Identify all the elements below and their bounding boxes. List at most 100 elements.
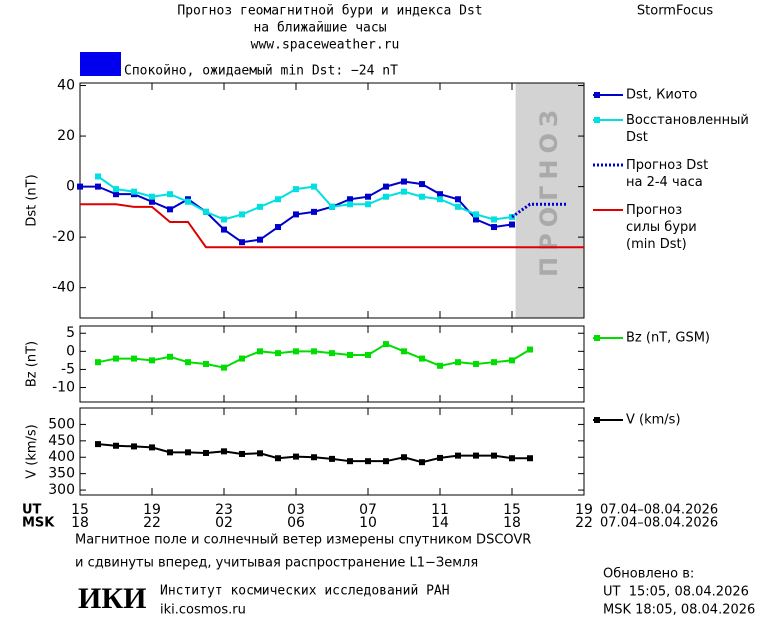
data-point bbox=[401, 178, 407, 185]
data-point bbox=[311, 454, 317, 461]
data-point bbox=[167, 449, 173, 456]
legend-label: Прогноз Dst на 2-4 часа bbox=[626, 158, 708, 190]
data-point bbox=[221, 216, 227, 223]
data-point bbox=[113, 442, 119, 449]
legend-symbol bbox=[594, 417, 600, 423]
x-tick-label: 22 bbox=[143, 515, 161, 531]
date-range: 07.04–08.04.2026 bbox=[600, 503, 718, 518]
subtitle: на ближайшие часы bbox=[253, 21, 386, 36]
data-point bbox=[347, 201, 353, 208]
time-row-label: UT bbox=[22, 503, 42, 518]
note: и сдвинуты вперед, учитывая распростране… bbox=[75, 556, 478, 571]
data-point bbox=[401, 188, 407, 195]
title: Прогноз геомагнитной бури и индекса Dst bbox=[177, 4, 482, 19]
y-tick-label: 20 bbox=[57, 128, 75, 144]
data-point bbox=[167, 353, 173, 360]
data-point bbox=[293, 211, 299, 218]
plot-frame bbox=[79, 407, 585, 496]
legend-symbol bbox=[594, 335, 600, 341]
data-point bbox=[419, 459, 425, 466]
data-point bbox=[203, 208, 209, 215]
data-point bbox=[419, 193, 425, 200]
data-point bbox=[437, 454, 443, 461]
series-line bbox=[511, 202, 566, 219]
data-point bbox=[77, 183, 83, 190]
data-point bbox=[401, 348, 407, 355]
legend-label: Bz (nT, GSM) bbox=[626, 331, 710, 346]
data-point bbox=[365, 458, 371, 465]
data-point bbox=[185, 449, 191, 456]
data-point bbox=[239, 239, 245, 246]
data-point bbox=[437, 191, 443, 198]
data-point bbox=[527, 346, 533, 353]
data-point bbox=[329, 350, 335, 357]
data-point bbox=[113, 191, 119, 198]
data-point bbox=[131, 188, 137, 195]
y-axis-label: Bz (nT) bbox=[25, 341, 40, 387]
data-point bbox=[509, 455, 515, 462]
data-point bbox=[95, 173, 101, 180]
data-point bbox=[293, 186, 299, 193]
x-tick-label: 11 bbox=[431, 502, 449, 518]
legend-label: Dst, Киото bbox=[626, 88, 697, 103]
data-point bbox=[257, 348, 263, 355]
x-tick-label: 19 bbox=[575, 502, 593, 518]
data-point bbox=[149, 198, 155, 205]
data-point bbox=[329, 203, 335, 210]
data-point bbox=[455, 359, 461, 366]
time-row-label: MSK bbox=[22, 516, 55, 531]
y-tick-label: -5 bbox=[61, 361, 75, 377]
institute: Институт космических исследований РАН bbox=[160, 584, 450, 599]
plot-frame bbox=[79, 82, 585, 319]
updated-label: Обновлено в: bbox=[603, 567, 694, 582]
data-point bbox=[275, 196, 281, 203]
data-point bbox=[95, 359, 101, 366]
data-point bbox=[293, 453, 299, 460]
data-point bbox=[509, 221, 515, 228]
data-point bbox=[419, 181, 425, 188]
data-point bbox=[257, 203, 263, 210]
data-point bbox=[473, 361, 479, 367]
data-point bbox=[383, 183, 389, 190]
data-point bbox=[203, 361, 209, 367]
y-tick-label: -20 bbox=[52, 229, 75, 245]
y-tick-label: 450 bbox=[48, 433, 75, 449]
data-point bbox=[149, 193, 155, 200]
data-point bbox=[257, 236, 263, 243]
data-point bbox=[95, 441, 101, 448]
x-tick-label: 02 bbox=[215, 515, 233, 531]
data-point bbox=[221, 226, 227, 233]
data-point bbox=[221, 364, 227, 371]
x-tick-label: 03 bbox=[287, 502, 305, 518]
data-point bbox=[239, 211, 245, 218]
data-point bbox=[491, 359, 497, 366]
data-point bbox=[275, 455, 281, 462]
brand: StormFocus bbox=[637, 4, 713, 19]
x-tick-label: 07 bbox=[359, 502, 377, 518]
data-point bbox=[437, 196, 443, 203]
data-point bbox=[131, 443, 137, 450]
y-tick-label: 40 bbox=[57, 78, 75, 94]
x-tick-label: 14 bbox=[431, 515, 449, 531]
date-range: 07.04–08.04.2026 bbox=[600, 516, 718, 531]
data-point bbox=[383, 458, 389, 465]
data-point bbox=[527, 455, 533, 462]
data-point bbox=[419, 355, 425, 362]
y-tick-label: -40 bbox=[52, 280, 75, 296]
status-text: Спокойно, ожидаемый min Dst: −24 nT bbox=[124, 64, 398, 79]
data-point bbox=[167, 191, 173, 198]
legend-symbol bbox=[594, 92, 600, 98]
data-point bbox=[365, 351, 371, 358]
data-point bbox=[185, 359, 191, 366]
data-point bbox=[401, 454, 407, 461]
legend-label: V (km/s) bbox=[626, 413, 681, 428]
data-point bbox=[311, 183, 317, 190]
updated: MSK 18:05, 08.04.2026 bbox=[603, 603, 755, 618]
data-point bbox=[149, 357, 155, 364]
y-axis-label: Dst (nT) bbox=[25, 174, 40, 226]
legend-label: Восстановленный Dst bbox=[626, 113, 749, 145]
x-tick-label: 18 bbox=[71, 515, 89, 531]
forecast-label: ПРОГНОЗ bbox=[535, 104, 563, 277]
x-tick-label: 22 bbox=[575, 515, 593, 531]
data-point bbox=[275, 350, 281, 357]
